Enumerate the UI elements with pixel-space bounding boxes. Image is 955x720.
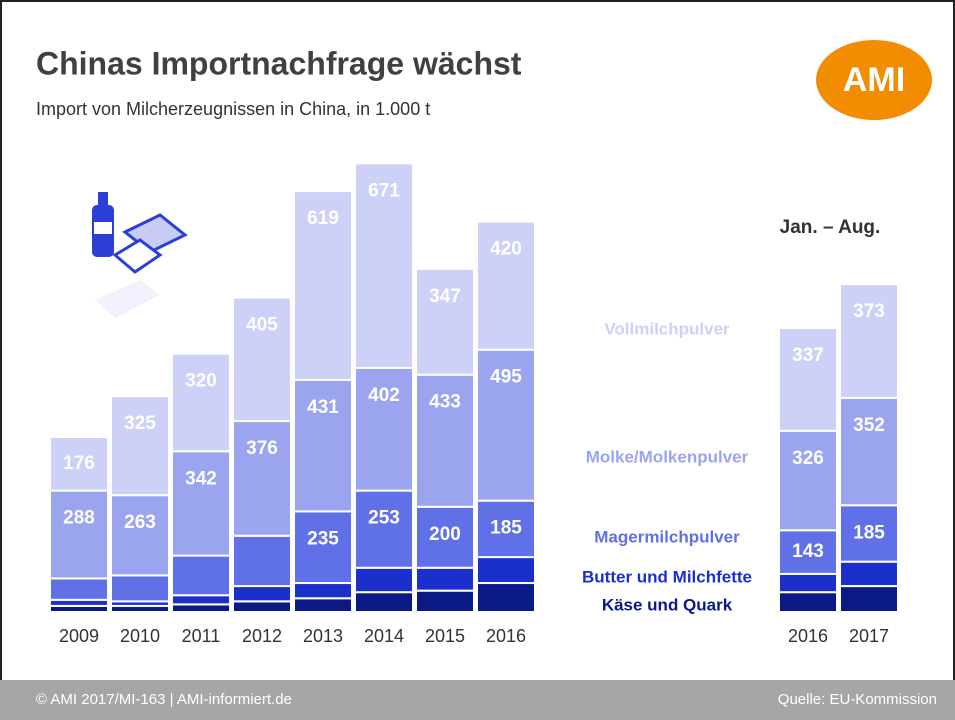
value-label: 235	[307, 528, 339, 549]
bar-segment	[233, 601, 291, 612]
bar-segment	[779, 328, 837, 431]
bar-segment	[50, 491, 108, 579]
value-label: 373	[853, 301, 885, 322]
x-tick-label: 2012	[242, 626, 282, 646]
bar-segment	[50, 578, 108, 599]
x-tick-label: 2011	[182, 626, 221, 646]
chart-title: Chinas Importnachfrage wächst	[36, 45, 522, 81]
bar-segment	[172, 354, 230, 452]
bar-segment	[294, 598, 352, 612]
value-label: 433	[429, 392, 461, 413]
bar-segment	[416, 269, 474, 375]
legend-entry: Butter und Milchfette	[582, 567, 752, 586]
value-label: 352	[853, 415, 885, 436]
bar-segment	[477, 583, 535, 612]
value-label: 337	[792, 345, 824, 366]
bar-segment	[779, 431, 837, 530]
bar-segment	[840, 562, 898, 586]
bar-segment	[233, 586, 291, 601]
value-label: 431	[307, 397, 339, 418]
x-tick-label: 2017	[849, 626, 889, 646]
value-label: 253	[368, 508, 400, 529]
bar-segment	[172, 451, 230, 555]
footer-left: © AMI 2017/MI-163 | AMI-informiert.de	[36, 691, 292, 708]
bar-segment	[355, 592, 413, 612]
value-label: 263	[124, 512, 156, 533]
bar-segment	[355, 568, 413, 592]
logo: AMI	[843, 61, 905, 99]
legend-entry: Molke/Molkenpulver	[586, 447, 749, 466]
value-label: 320	[185, 371, 217, 392]
value-label: 376	[246, 438, 278, 459]
legend-entry: Magermilchpulver	[594, 527, 740, 546]
x-tick-label: 2009	[59, 626, 99, 646]
bar-segment	[172, 556, 230, 596]
value-label: 288	[63, 508, 95, 529]
bar-segment	[172, 604, 230, 612]
bar-segment	[111, 495, 169, 575]
value-label: 143	[792, 541, 824, 562]
chart: Chinas Importnachfrage wächst Import von…	[0, 0, 955, 720]
x-tick-label: 2016	[486, 626, 526, 646]
value-label: 325	[124, 413, 156, 434]
legend-entry: Vollmilchpulver	[604, 319, 730, 338]
bar-segment	[172, 595, 230, 604]
bar-segment	[779, 592, 837, 612]
bar-segment	[779, 574, 837, 592]
bar-segment	[840, 586, 898, 612]
bar-segment	[233, 536, 291, 586]
value-label: 619	[307, 208, 339, 229]
value-label: 342	[185, 468, 217, 489]
value-label: 405	[246, 315, 278, 336]
subtitle: Import von Milcherzeugnissen in China, i…	[36, 99, 430, 119]
bar-segment	[416, 591, 474, 612]
x-tick-label: 2013	[303, 626, 343, 646]
value-label: 185	[490, 518, 522, 539]
value-label: 402	[368, 385, 400, 406]
bar-segment	[477, 557, 535, 583]
bar-segment	[111, 396, 169, 495]
value-label: 176	[63, 453, 95, 474]
value-label: 671	[368, 180, 400, 201]
bar-segment	[111, 575, 169, 601]
x-tick-label: 2016	[788, 626, 828, 646]
value-label: 420	[490, 239, 522, 260]
value-label: 347	[429, 286, 461, 307]
bar-segment	[416, 568, 474, 591]
x-tick-label: 2010	[120, 626, 160, 646]
value-label: 185	[853, 522, 885, 543]
x-tick-label: 2015	[425, 626, 465, 646]
legend-entry: Käse und Quark	[602, 595, 733, 614]
value-label: 200	[429, 524, 461, 545]
value-label: 495	[490, 367, 522, 388]
bar-segment	[355, 491, 413, 568]
bar-segment	[294, 583, 352, 598]
x-tick-label: 2014	[364, 626, 404, 646]
value-label: 326	[792, 448, 824, 469]
annotation: Jan. – Aug.	[780, 217, 881, 238]
footer-right: Quelle: EU-Kommission	[778, 691, 937, 708]
